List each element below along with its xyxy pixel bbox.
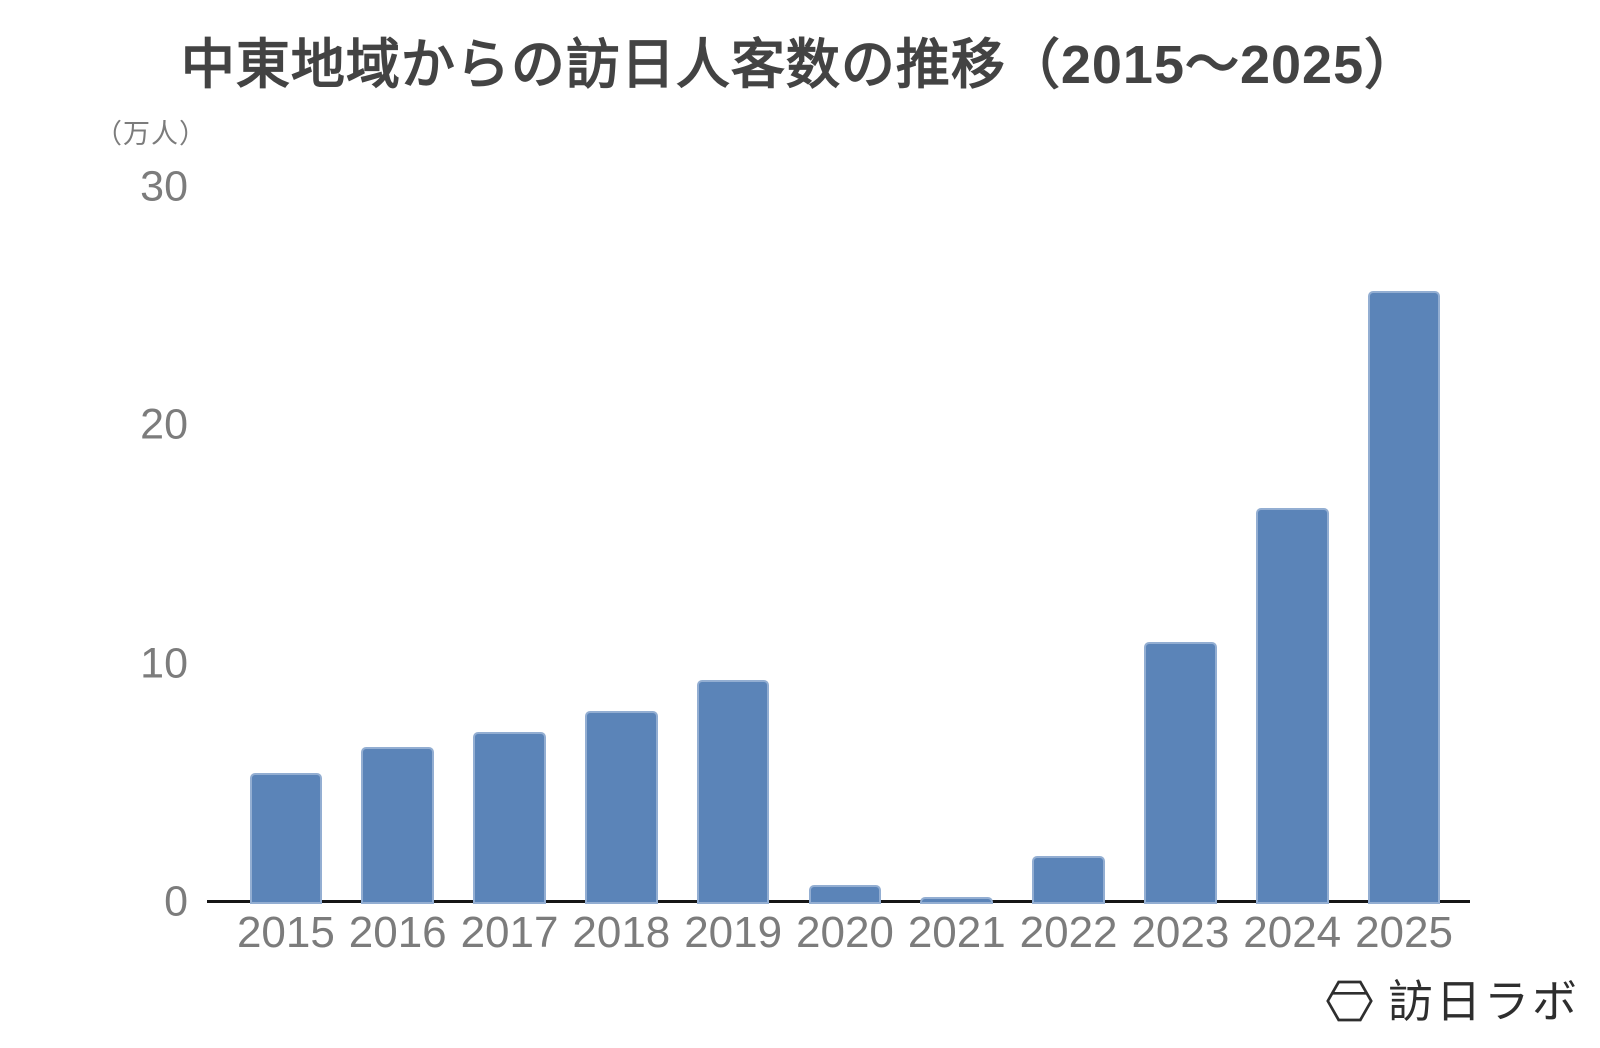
bar-slot-2023 (1125, 187, 1237, 904)
bar-slot-2017 (454, 187, 566, 904)
bar-slot-2024 (1236, 187, 1348, 904)
bar-slot-2019 (677, 187, 789, 904)
logo-text: 訪日ラボ (1388, 975, 1581, 1027)
plot-area: 0 10 20 30 2015 2016 2017 2018 2019 2020 2021 2022… (140, 165, 1470, 955)
y-tick-10: 10 (140, 639, 188, 688)
hexagon-icon (1326, 980, 1373, 1022)
bar-slot-2021 (901, 187, 1013, 904)
bar-slot-2015 (230, 187, 342, 904)
x-tick-2019: 2019 (684, 908, 783, 957)
bar-2022 (1032, 856, 1105, 904)
x-tick-2025: 2025 (1355, 908, 1453, 957)
x-tick-2015: 2015 (236, 908, 335, 957)
bar-2018 (585, 710, 658, 904)
bar-slot-2016 (342, 187, 454, 904)
x-tick-2022: 2022 (1019, 908, 1118, 957)
bar-2023 (1144, 641, 1217, 904)
x-tick-2017: 2017 (460, 908, 559, 957)
x-axis-tick-labels: 2015 2016 2017 2018 2019 2020 2021 2022 2023 2024… (230, 911, 1460, 955)
bar-slot-2020 (789, 187, 901, 904)
bar-2017 (473, 732, 546, 904)
bar-2024 (1255, 508, 1329, 904)
x-tick-2024: 2024 (1243, 908, 1342, 957)
x-tick-2023: 2023 (1131, 908, 1230, 957)
bar-slot-2018 (565, 187, 677, 904)
x-tick-2018: 2018 (572, 908, 671, 957)
bar-2020 (808, 884, 882, 904)
honichi-lab-logo: 訪日ラボ (1326, 978, 1580, 1024)
y-tick-0: 0 (164, 877, 188, 926)
chart-title: 中東地域からの訪日人客数の推移（2015～2025） (180, 35, 1420, 95)
y-tick-20: 20 (140, 400, 188, 449)
bar-2021 (920, 896, 994, 904)
x-tick-2021: 2021 (907, 908, 1006, 957)
bar-2016 (361, 746, 435, 904)
bar-2019 (696, 679, 770, 904)
bar-2015 (249, 772, 323, 904)
bar-series (230, 187, 1460, 904)
y-axis-unit-label: （万人） (95, 119, 207, 149)
bar-slot-2022 (1013, 187, 1125, 904)
y-tick-30: 30 (140, 162, 188, 211)
x-tick-2020: 2020 (796, 908, 894, 957)
bar-2025 (1367, 291, 1441, 904)
x-tick-2016: 2016 (348, 908, 447, 957)
bar-slot-2025 (1348, 187, 1460, 904)
